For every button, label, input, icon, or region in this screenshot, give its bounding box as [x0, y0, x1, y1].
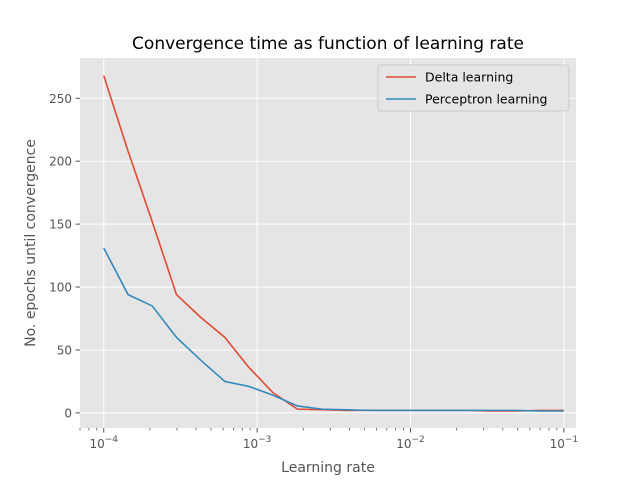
series-layer — [102, 75, 564, 412]
y-tick-label: 150 — [49, 218, 72, 232]
plot-background — [80, 58, 576, 428]
chart-title: Convergence time as function of learning… — [132, 34, 524, 54]
legend-label: Delta learning — [425, 70, 513, 85]
legend-label: Perceptron learning — [425, 92, 547, 107]
y-tick-label: 100 — [49, 281, 72, 295]
x-tick-base: 10 — [243, 437, 258, 451]
x-tick-label: 10−2 — [396, 435, 425, 451]
x-tick-base: 10 — [89, 437, 104, 451]
y-axis-label: No. epochs until convergence — [23, 139, 39, 347]
y-tick-label: 50 — [57, 343, 72, 357]
y-tick-label: 250 — [49, 92, 72, 106]
x-axis-label: Learning rate — [281, 460, 375, 476]
x-tick-base: 10 — [396, 437, 411, 451]
x-tick-label: 10−4 — [89, 435, 118, 451]
x-tick-base: 10 — [550, 437, 565, 451]
x-tick-exponent: −4 — [105, 435, 119, 445]
x-tick-exponent: −3 — [258, 435, 271, 445]
series-line-1 — [103, 247, 564, 412]
legend-box — [377, 64, 570, 112]
y-tick-label: 0 — [64, 406, 72, 420]
x-tick-exponent: −2 — [411, 435, 424, 445]
legend: Delta learning Perceptron learning — [377, 64, 570, 112]
x-tick-label: 10−3 — [243, 435, 272, 451]
x-tick-label: 10−1 — [550, 435, 579, 451]
y-tick-label: 200 — [49, 155, 72, 169]
x-tick-exponent: −1 — [565, 435, 578, 445]
